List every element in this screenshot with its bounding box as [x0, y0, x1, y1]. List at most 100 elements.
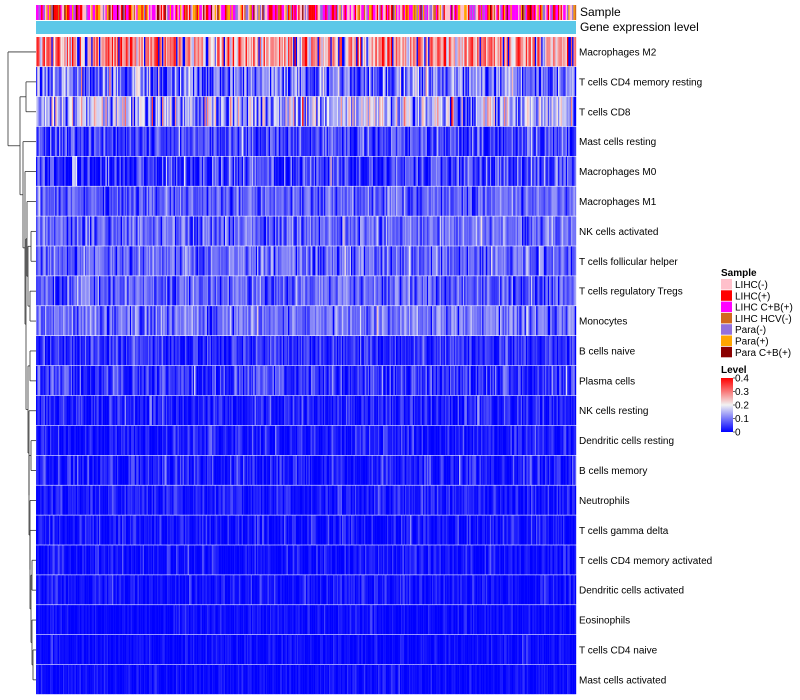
- heatmap-cell: [372, 246, 375, 276]
- heatmap-cell: [235, 66, 237, 97]
- heatmap-cell: [531, 37, 533, 67]
- heatmap-cell: [290, 216, 293, 246]
- heatmap-cell: [437, 37, 439, 67]
- sample-annotation-cell: [327, 5, 330, 20]
- heatmap-cell: [261, 126, 263, 156]
- heatmap-cell: [569, 126, 572, 156]
- heatmap-cell: [362, 156, 365, 186]
- sample-annotation-cell: [554, 5, 556, 20]
- heatmap-cell: [327, 216, 330, 246]
- sample-annotation-cell: [186, 5, 188, 20]
- heatmap-cell: [375, 186, 377, 216]
- heatmap-cell: [441, 306, 443, 336]
- heatmap-cell: [192, 216, 195, 246]
- heatmap-cell: [342, 96, 344, 127]
- sample-annotation-cell: [441, 5, 443, 20]
- heatmap-cell: [195, 246, 197, 276]
- heatmap-cell: [168, 66, 170, 97]
- heatmap-cell: [120, 336, 123, 366]
- heatmap-cell: [237, 246, 240, 276]
- heatmap-cell: [90, 186, 92, 216]
- heatmap-cell: [527, 66, 529, 97]
- heatmap-cell: [255, 216, 258, 246]
- heatmap-cell: [489, 276, 492, 306]
- heatmap-cell: [385, 96, 388, 127]
- heatmap-cell: [253, 306, 255, 336]
- heatmap-cell: [47, 96, 50, 127]
- heatmap-cell: [397, 306, 399, 336]
- heatmap-cell: [74, 126, 77, 156]
- heatmap-cell: [483, 246, 485, 276]
- heatmap-cell: [210, 126, 213, 156]
- heatmap-cell: [289, 276, 291, 306]
- sample-annotation-cell: [357, 5, 359, 20]
- heatmap-cell: [378, 156, 380, 186]
- heatmap-cell: [361, 156, 363, 186]
- heatmap-cell: [546, 126, 548, 156]
- heatmap-cell: [560, 216, 563, 246]
- sample-annotation-cell: [213, 5, 215, 20]
- heatmap-cell: [479, 246, 482, 276]
- heatmap-cell: [194, 336, 196, 366]
- heatmap-cell: [311, 336, 313, 366]
- heatmap-cell: [37, 246, 39, 276]
- heatmap-cell: [262, 186, 264, 216]
- heatmap-cell: [208, 186, 210, 216]
- sample-annotation-cell: [225, 5, 227, 20]
- heatmap-cell: [225, 126, 227, 156]
- heatmap-cell: [93, 37, 96, 67]
- heatmap-cell: [208, 156, 210, 186]
- heatmap-cell: [338, 306, 340, 336]
- heatmap-cell: [81, 126, 83, 156]
- heatmap-cell: [279, 216, 281, 246]
- heatmap-cell: [484, 336, 487, 366]
- heatmap-cell: [402, 246, 404, 276]
- heatmap-cell: [135, 96, 137, 127]
- heatmap-cell: [277, 306, 280, 336]
- heatmap-cell: [201, 186, 204, 216]
- heatmap-cell: [510, 126, 512, 156]
- heatmap-cell: [534, 66, 537, 97]
- heatmap-cell: [415, 336, 417, 366]
- heatmap-cell: [154, 156, 156, 186]
- heatmap-cell: [182, 336, 185, 366]
- heatmap-cell: [83, 246, 86, 276]
- heatmap-cell: [497, 126, 500, 156]
- heatmap-cell: [426, 216, 429, 246]
- heatmap-cell: [555, 126, 557, 156]
- heatmap-cell: [315, 126, 317, 156]
- heatmap-cell: [403, 336, 406, 366]
- sample-annotation-cell: [133, 5, 136, 20]
- heatmap-cell: [425, 276, 428, 306]
- heatmap-cell: [433, 276, 435, 306]
- heatmap-cell: [135, 186, 137, 216]
- heatmap-cell: [181, 246, 183, 276]
- heatmap-cell: [383, 66, 385, 97]
- heatmap-cell: [43, 37, 46, 67]
- heatmap-cell: [174, 306, 177, 336]
- heatmap-cell: [423, 306, 425, 336]
- heatmap-cell: [234, 306, 236, 336]
- heatmap-cell: [60, 126, 62, 156]
- heatmap-cell: [191, 216, 194, 246]
- heatmap-cell: [276, 246, 278, 276]
- heatmap-cell: [369, 156, 371, 186]
- heatmap-cell: [545, 96, 547, 127]
- heatmap-cell: [429, 156, 431, 186]
- heatmap-cell: [285, 306, 287, 336]
- heatmap-cell: [37, 336, 39, 366]
- heatmap-cell: [61, 156, 64, 186]
- heatmap-cell: [235, 246, 237, 276]
- heatmap-cell: [491, 66, 493, 97]
- heatmap-cell: [379, 336, 381, 366]
- heatmap-cell: [225, 276, 227, 306]
- heatmap-cell: [429, 246, 431, 276]
- heatmap-cell: [488, 96, 491, 127]
- heatmap-cell: [414, 96, 416, 127]
- heatmap-cell: [484, 126, 487, 156]
- heatmap-cell: [343, 186, 345, 216]
- heatmap-cell: [519, 186, 521, 216]
- sample-annotation-cell: [302, 5, 304, 20]
- heatmap-cell: [267, 246, 269, 276]
- heatmap-cell: [545, 126, 547, 156]
